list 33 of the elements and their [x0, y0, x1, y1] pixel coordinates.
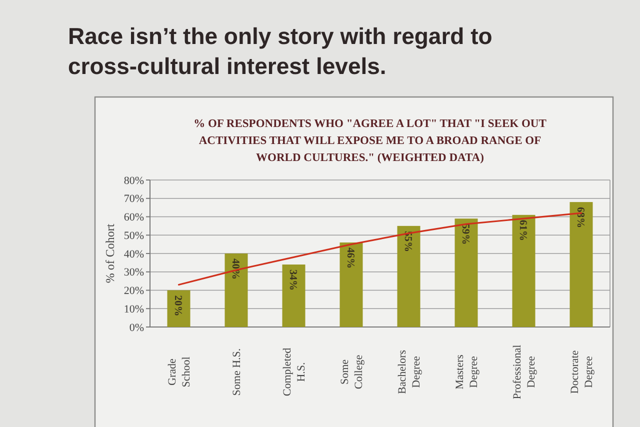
y-tick-label: 40%	[124, 248, 144, 260]
data-label: 34%	[287, 270, 298, 291]
data-label: 59%	[460, 224, 471, 245]
bar	[512, 214, 536, 327]
y-tick-label: 30%	[124, 266, 144, 279]
data-label: 46%	[344, 247, 356, 268]
data-label: 20%	[172, 295, 184, 316]
x-tick-label: Some College	[339, 354, 366, 390]
bar	[570, 202, 593, 327]
bar	[397, 226, 420, 327]
x-tick-label: Completed H.S.	[282, 347, 308, 396]
y-tick-label: 70%	[124, 193, 144, 206]
x-tick-label: Professional Degree	[512, 344, 538, 400]
bar	[454, 218, 478, 327]
data-label: 40%	[230, 258, 241, 280]
y-tick-label: 20%	[124, 285, 144, 298]
x-tick-label: Grade School	[166, 356, 193, 388]
y-tick-label: 10%	[124, 303, 144, 316]
chart-subtitle: % OF RESPONDENTS WHO "AGREE A LOT" THAT "I SEEK OUT ACTIVITIES THAT WILL EXPOSE ME TO A BROAD RANGE OF WORLD CULTURES." (WEIGHTED DATA)	[194, 118, 547, 164]
data-label: 61%	[517, 220, 528, 241]
bar	[224, 254, 248, 327]
x-tick-label: Masters Degree	[454, 354, 480, 390]
y-tick-label: 80%	[124, 174, 144, 187]
y-axis-title: % of Cohort	[103, 223, 117, 284]
bar	[282, 264, 306, 327]
y-tick-label: 60%	[124, 212, 144, 224]
x-tick-label: Some H.S.	[231, 348, 244, 396]
y-tick-label: 0%	[129, 322, 144, 334]
x-tick-label: Bachelors Degree	[396, 350, 423, 394]
bar	[340, 242, 363, 327]
y-tick-label: 50%	[124, 230, 144, 242]
chart-title: Race isn’t the only story with regard to cross-cultural interest levels.	[68, 23, 492, 79]
x-tick-label: Doctorate Degree	[569, 350, 596, 394]
